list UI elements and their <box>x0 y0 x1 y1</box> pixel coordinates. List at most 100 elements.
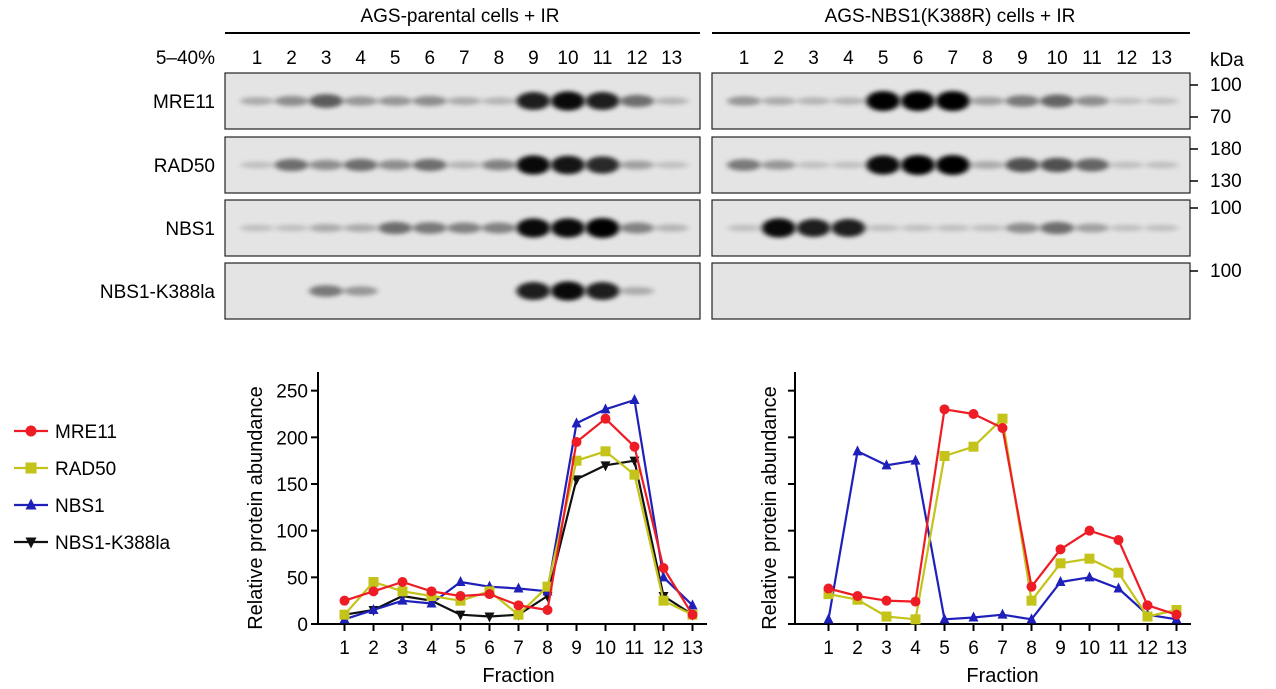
blot-band <box>378 159 413 171</box>
data-point <box>571 475 582 486</box>
x-tick-label: 2 <box>368 638 379 659</box>
x-tick-label: 13 <box>1166 638 1187 659</box>
blot-band <box>550 281 585 301</box>
data-point <box>997 413 1008 424</box>
data-point <box>1142 600 1153 611</box>
blot-band <box>1144 97 1179 105</box>
blot-band <box>550 91 585 111</box>
blot-row-label: MRE11 <box>153 92 215 113</box>
x-tick-label: 2 <box>852 638 863 659</box>
blot-band <box>1074 95 1109 107</box>
blot-band <box>274 95 309 107</box>
data-point <box>852 591 863 601</box>
blot-band <box>343 286 378 296</box>
data-point <box>455 591 466 601</box>
data-point <box>997 423 1008 433</box>
blot-band <box>585 218 620 238</box>
gradient-label: 5–40% <box>156 48 215 69</box>
blot-band <box>1144 161 1179 169</box>
blot-band <box>654 97 689 105</box>
blot-band <box>585 282 620 300</box>
blot-band <box>240 96 274 106</box>
fraction-label: 12 <box>1116 48 1137 69</box>
x-tick-label: 6 <box>968 638 979 659</box>
fraction-label: 11 <box>1082 48 1102 69</box>
fraction-label: 12 <box>627 48 648 69</box>
data-point <box>687 609 698 620</box>
blot-row-label: NBS1 <box>165 219 215 240</box>
blot-band <box>481 222 516 234</box>
data-point <box>658 571 669 582</box>
blot-band <box>1074 223 1109 233</box>
blot-band <box>585 92 620 110</box>
blot-band <box>866 91 901 111</box>
blot-band <box>447 161 482 169</box>
fraction-label: 4 <box>355 48 366 69</box>
data-point <box>939 404 950 415</box>
y-tick-label: 200 <box>276 428 308 449</box>
blot-band <box>516 218 551 238</box>
blot-band <box>761 218 796 238</box>
x-tick-label: 9 <box>1055 638 1066 659</box>
x-tick-label: 10 <box>595 638 616 659</box>
fraction-label: 8 <box>982 48 993 69</box>
fraction-label: 13 <box>1151 48 1172 69</box>
blot-band <box>1040 221 1075 235</box>
blot-row-label: NBS1-K388la <box>100 282 216 303</box>
data-point <box>542 605 553 615</box>
blot-band <box>309 223 344 233</box>
blot-band <box>900 224 935 232</box>
data-point <box>600 413 611 424</box>
data-point <box>823 589 834 600</box>
x-tick-label: 10 <box>1079 638 1100 659</box>
blot-row-label: RAD50 <box>154 156 215 177</box>
x-axis-title: Fraction <box>482 665 554 687</box>
y-axis-title: Relative protein abundance <box>759 386 781 630</box>
y-tick-label: 150 <box>276 475 308 496</box>
data-point <box>629 441 640 452</box>
blot-band <box>866 155 901 175</box>
fraction-label: 9 <box>1017 48 1028 69</box>
blot-band <box>378 221 413 235</box>
blot-band <box>1005 157 1040 173</box>
blot-band <box>727 96 761 106</box>
fraction-label: 7 <box>459 48 470 69</box>
legend-label: RAD50 <box>55 459 116 480</box>
blot-band <box>620 222 655 234</box>
legend-marker <box>25 498 37 510</box>
blot-band <box>831 219 866 237</box>
series-line <box>344 459 694 618</box>
blot-band <box>866 224 901 232</box>
x-tick-label: 12 <box>653 638 674 659</box>
blot-band <box>516 155 551 175</box>
x-tick-label: 12 <box>1137 638 1158 659</box>
x-tick-label: 4 <box>426 638 437 659</box>
blot-band <box>935 91 970 111</box>
data-point <box>426 597 437 608</box>
y-axis-title: Relative protein abundance <box>245 386 267 630</box>
data-point <box>629 469 640 480</box>
x-tick-label: 4 <box>910 638 921 659</box>
data-point <box>513 600 524 611</box>
data-point <box>687 599 698 610</box>
data-point <box>571 455 582 466</box>
blot-band <box>1109 161 1144 169</box>
blot-band <box>516 282 551 300</box>
blot-band <box>309 94 344 108</box>
blot-band <box>516 92 551 110</box>
fraction-label: 13 <box>661 48 682 69</box>
fraction-label: 4 <box>843 48 854 69</box>
blot-band <box>1005 95 1040 107</box>
blot-band <box>796 219 831 237</box>
legend-label: MRE11 <box>55 422 117 443</box>
blot-band <box>309 285 344 297</box>
blot-band <box>343 96 378 106</box>
blot-band <box>831 97 866 105</box>
kda-marker: 100 <box>1210 198 1242 219</box>
data-point <box>368 586 379 597</box>
data-point <box>1113 567 1124 578</box>
x-tick-label: 13 <box>682 638 703 659</box>
blot-band <box>585 156 620 174</box>
